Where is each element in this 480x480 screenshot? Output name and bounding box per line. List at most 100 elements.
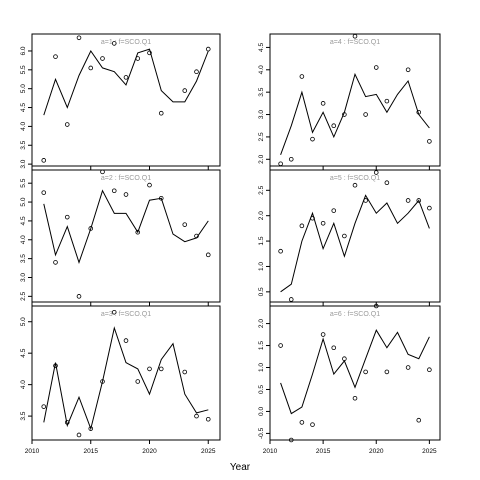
observed-point <box>373 65 379 70</box>
observed-point <box>427 205 432 211</box>
observed-point <box>41 190 47 195</box>
panel-3: a=3 : f=SCO.Q1 3.5 4.0 4.5 5.0 2010 2015 2020 20… <box>20 305 221 455</box>
y-tick-label: 4.5 <box>20 103 27 112</box>
observed-point <box>342 112 347 117</box>
observed-point <box>299 223 305 229</box>
observed-point <box>363 369 368 375</box>
observed-point <box>405 365 411 370</box>
y-tick-label: 3.5 <box>20 411 27 420</box>
observed-point <box>100 56 105 61</box>
x-axis-label: Year <box>230 462 251 473</box>
observed-point <box>194 233 199 239</box>
observed-point <box>299 420 305 425</box>
fit-line <box>280 329 430 415</box>
panel-label: a=3 : f=SCO.Q1 <box>101 311 151 318</box>
y-tick-label: 4.0 <box>20 380 27 389</box>
y-tick-label: 6.0 <box>20 46 27 55</box>
observed-point <box>64 122 70 127</box>
observed-point <box>405 198 411 203</box>
observed-point <box>427 367 432 373</box>
y-tick-label: 2.5 <box>20 291 27 300</box>
panel-5: a=5 : f=SCO.Q1 0.5 1.0 1.5 2.0 2.5 <box>258 169 441 306</box>
x-tick-label: 2015 <box>316 448 331 455</box>
observed-point <box>373 303 379 309</box>
panel-frame <box>31 169 221 303</box>
x-tick-label: 2010 <box>263 448 278 455</box>
observed-point <box>342 356 347 362</box>
y-tick-label: 3.5 <box>20 254 27 263</box>
observed-point <box>373 170 379 175</box>
y-tick-label: 2.5 <box>258 132 265 141</box>
x-tick-label: 2010 <box>25 448 40 455</box>
x-tick-label: 2015 <box>84 448 99 455</box>
observed-point <box>320 221 326 226</box>
y-tick-label: 5.0 <box>20 197 27 206</box>
y-tick-label: 2.0 <box>258 319 265 328</box>
y-tick-label: 4.5 <box>20 348 27 357</box>
observed-point <box>76 35 82 41</box>
x-tick-label: 2020 <box>369 448 384 455</box>
panel-1: a=1 : f=SCO.Q1 3.0 3.5 4.0 4.5 5.0 5.5 6.0 <box>20 33 221 170</box>
observed-point <box>416 110 422 115</box>
observed-point <box>41 404 47 409</box>
y-tick-label: 3.5 <box>20 140 27 149</box>
fit-line <box>43 326 209 431</box>
observed-point <box>135 379 141 384</box>
observed-point <box>205 46 211 52</box>
y-tick-label: 0.0 <box>258 407 265 416</box>
x-tick-label: 2025 <box>201 448 216 455</box>
y-tick-label: 1.5 <box>258 236 265 245</box>
y-tick-label: 0.5 <box>258 287 265 296</box>
observed-point <box>363 112 368 117</box>
y-tick-label: 5.5 <box>20 65 27 74</box>
observed-point <box>384 369 390 375</box>
y-tick-label: 2.0 <box>258 154 265 163</box>
observed-point <box>405 67 411 73</box>
observed-point <box>182 222 188 227</box>
observed-point <box>320 101 326 106</box>
y-tick-label: 5.5 <box>20 178 27 187</box>
observed-point <box>76 294 82 299</box>
panel-frame <box>269 169 441 303</box>
fit-line <box>280 72 430 155</box>
observed-point <box>53 54 58 59</box>
observed-point <box>111 41 117 46</box>
panel-frame <box>31 305 221 441</box>
observed-point <box>147 366 152 372</box>
observed-point <box>288 156 294 162</box>
observed-point <box>363 198 368 203</box>
observed-point <box>182 369 188 375</box>
y-tick-label: 1.0 <box>258 363 265 372</box>
observed-point <box>352 33 358 39</box>
observed-point <box>41 158 47 163</box>
observed-point <box>111 188 117 194</box>
y-tick-label: 4.5 <box>20 216 27 225</box>
observed-point <box>88 426 94 431</box>
y-tick-label: 4.5 <box>258 43 265 52</box>
observed-point <box>64 420 70 425</box>
observed-point <box>194 413 199 419</box>
observed-point <box>88 226 94 231</box>
y-tick-label: 5.0 <box>20 84 27 93</box>
panel-label: a=6 : f=SCO.Q1 <box>330 311 380 318</box>
observed-point <box>278 161 283 167</box>
observed-point <box>135 56 141 61</box>
observed-point <box>299 74 305 79</box>
panel-label: a=1 : f=SCO.Q1 <box>101 39 151 46</box>
fit-line <box>280 194 430 293</box>
panel-label: a=4 : f=SCO.Q1 <box>330 39 380 46</box>
observed-point <box>384 180 390 185</box>
y-tick-label: 4.0 <box>258 65 265 74</box>
observed-point <box>64 214 70 220</box>
observed-point <box>310 422 315 427</box>
y-tick-label: 0.5 <box>258 385 265 394</box>
observed-point <box>342 233 347 239</box>
y-tick-label: 1.0 <box>258 262 265 271</box>
observed-point <box>310 215 315 221</box>
observed-point <box>288 297 294 302</box>
observed-point <box>278 343 283 348</box>
observed-point <box>158 110 164 116</box>
y-tick-label: 2.5 <box>258 185 265 194</box>
y-tick-label: 5.0 <box>20 317 27 326</box>
